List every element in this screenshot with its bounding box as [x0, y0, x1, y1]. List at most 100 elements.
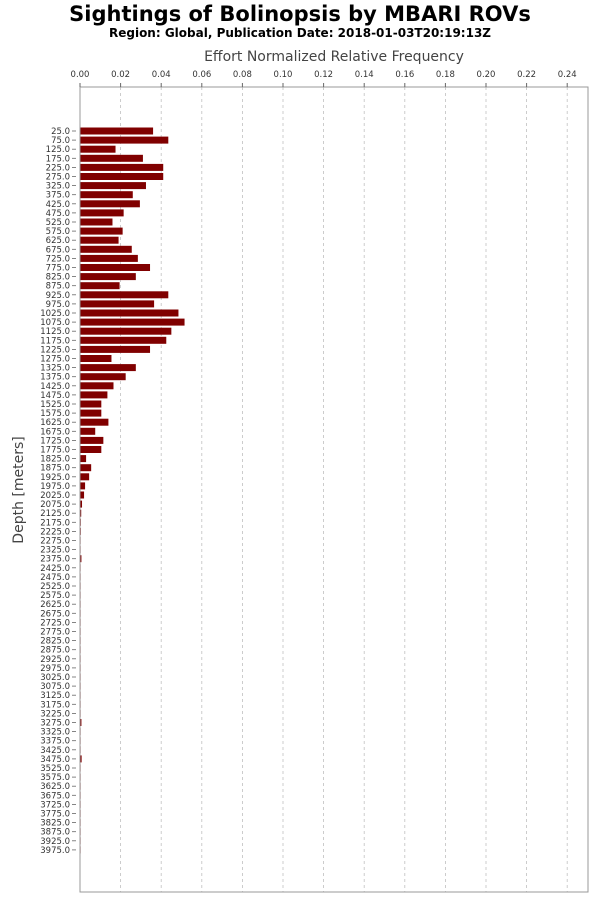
y-tick-label: 1575.0 [40, 409, 70, 419]
chart-subtitle: Region: Global, Publication Date: 2018-0… [109, 26, 491, 40]
y-tick-label: 1225.0 [40, 345, 70, 355]
y-tick-label: 1175.0 [40, 336, 70, 346]
chart-title: Sightings of Bolinopsis by MBARI ROVs [69, 2, 531, 26]
y-tick-label: 3125.0 [40, 691, 70, 701]
y-tick-label: 875.0 [46, 282, 70, 292]
bar [80, 318, 185, 326]
y-tick-label: 3375.0 [40, 737, 70, 747]
y-tick-label: 1775.0 [40, 446, 70, 456]
y-tick-label: 1325.0 [40, 364, 70, 374]
y-tick-label: 725.0 [46, 254, 70, 264]
y-tick-label: 2425.0 [40, 564, 70, 574]
bar [80, 555, 82, 563]
y-tick-label: 3175.0 [40, 700, 70, 710]
y-tick-label: 425.0 [46, 200, 70, 210]
bar [80, 391, 108, 399]
x-tick-label: 0.08 [233, 70, 252, 80]
y-tick-label: 1075.0 [40, 318, 70, 328]
y-tick-label: 1125.0 [40, 327, 70, 337]
x-axis-title: Effort Normalized Relative Frequency [204, 49, 464, 65]
y-tick-label: 2225.0 [40, 527, 70, 537]
y-tick-label: 1975.0 [40, 482, 70, 492]
y-tick-label: 225.0 [46, 163, 70, 173]
bar [80, 264, 151, 271]
bar [80, 154, 143, 162]
bar [80, 236, 119, 244]
bar [80, 345, 151, 353]
bar [80, 200, 140, 208]
y-tick-label: 1025.0 [40, 309, 70, 319]
bar [80, 382, 114, 390]
y-tick-label: 925.0 [46, 291, 70, 301]
bar [80, 373, 126, 381]
bar [80, 500, 83, 508]
y-tick-label: 2825.0 [40, 637, 70, 647]
y-tick-label: 3975.0 [40, 846, 70, 856]
bar [80, 309, 179, 317]
bar [80, 291, 169, 299]
x-tick-label: 0.04 [152, 70, 171, 80]
y-tick-label: 3625.0 [40, 782, 70, 792]
bar [80, 327, 172, 335]
y-tick-label: 2025.0 [40, 491, 70, 501]
y-tick-label: 1275.0 [40, 355, 70, 365]
y-tick-label: 2325.0 [40, 546, 70, 556]
x-tick-label: 0.06 [192, 70, 211, 80]
bar [80, 336, 167, 344]
y-tick-label: 3275.0 [40, 719, 70, 729]
bar [80, 254, 138, 262]
y-tick-label: 2675.0 [40, 609, 70, 619]
y-tick-label: 375.0 [46, 191, 70, 201]
y-tick-label: 1525.0 [40, 400, 70, 410]
y-tick-label: 975.0 [46, 300, 70, 310]
y-tick-label: 3875.0 [40, 828, 70, 838]
y-tick-label: 3675.0 [40, 791, 70, 801]
x-tick-label: 0.24 [558, 70, 577, 80]
x-tick-label: 0.18 [436, 70, 455, 80]
y-tick-label: 2925.0 [40, 655, 70, 665]
bar [80, 464, 92, 472]
y-tick-label: 2175.0 [40, 518, 70, 528]
y-tick-label: 1475.0 [40, 391, 70, 401]
x-tick-label: 0.16 [395, 70, 414, 80]
x-tick-label: 0.14 [355, 70, 374, 80]
y-tick-label: 1625.0 [40, 418, 70, 428]
y-tick-label: 2725.0 [40, 618, 70, 628]
bar [80, 282, 120, 290]
y-tick-label: 2875.0 [40, 646, 70, 656]
x-tick-label: 0.22 [517, 70, 536, 80]
x-tick-label: 0.12 [314, 70, 333, 80]
bar [80, 127, 154, 135]
y-axis-title: Depth [meters] [11, 436, 27, 543]
y-tick-label: 2525.0 [40, 582, 70, 592]
y-tick-label: 3425.0 [40, 746, 70, 756]
bar [80, 209, 124, 217]
y-tick-label: 3775.0 [40, 810, 70, 820]
y-tick-label: 2075.0 [40, 500, 70, 510]
y-tick-label: 625.0 [46, 236, 70, 246]
y-tick-label: 825.0 [46, 273, 70, 283]
bar [80, 300, 155, 308]
bar [80, 227, 123, 235]
y-tick-label: 3575.0 [40, 773, 70, 783]
y-tick-label: 475.0 [46, 209, 70, 219]
y-tick-label: 2775.0 [40, 628, 70, 638]
y-tick-label: 2125.0 [40, 509, 70, 519]
bar [80, 245, 132, 253]
y-tick-label: 3475.0 [40, 755, 70, 765]
bar [80, 136, 169, 144]
y-tick-label: 3225.0 [40, 709, 70, 719]
y-tick-label: 575.0 [46, 227, 70, 237]
bar [80, 482, 86, 490]
y-tick-label: 2275.0 [40, 537, 70, 547]
y-tick-label: 175.0 [46, 154, 70, 164]
x-tick-label: 0.20 [477, 70, 496, 80]
y-tick-label: 1825.0 [40, 455, 70, 465]
bar [80, 273, 136, 281]
bars [80, 127, 185, 854]
y-tick-label: 3325.0 [40, 728, 70, 738]
x-tick-label: 0.02 [111, 70, 130, 80]
y-tick-label: 1875.0 [40, 464, 70, 474]
y-tick-label: 1375.0 [40, 373, 70, 383]
